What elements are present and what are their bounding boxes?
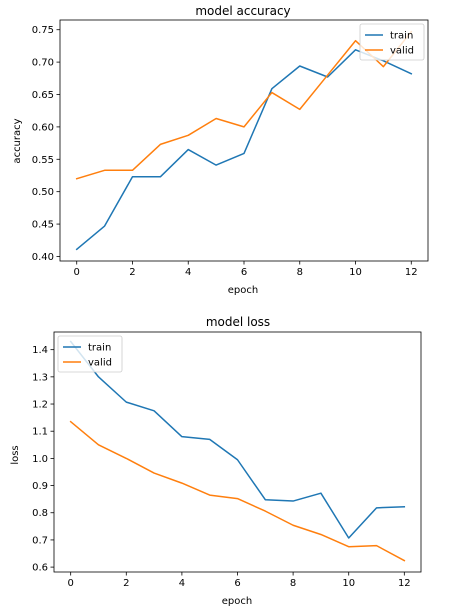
legend-box xyxy=(57,335,123,373)
x-axis-label: epoch xyxy=(228,285,258,296)
x-tick-label: 4 xyxy=(185,267,191,278)
series-line-valid xyxy=(75,30,413,180)
legend-label-train: train xyxy=(88,343,111,354)
series-line-train xyxy=(75,49,413,251)
y-tick-label: 0.6 xyxy=(32,563,48,574)
legend: train valid xyxy=(57,335,123,373)
accuracy-chart: model accuracy epoch accuracy 0 2 4 6 8 10 12 0… xyxy=(12,4,429,296)
x-axis-label: epoch xyxy=(222,596,252,607)
y-tick-label: 0.7 xyxy=(32,535,48,546)
x-tick-label: 12 xyxy=(405,267,418,278)
y-tick-label: 0.45 xyxy=(32,220,54,231)
y-tick-label: 0.75 xyxy=(32,25,54,36)
y-tick-label: 0.55 xyxy=(32,155,54,166)
x-tick-label: 0 xyxy=(74,267,80,278)
x-tick-label: 12 xyxy=(398,578,411,589)
y-tick-label: 1.3 xyxy=(32,372,48,383)
x-tick-label: 8 xyxy=(297,267,303,278)
x-tick-label: 6 xyxy=(234,578,240,589)
series-line-valid xyxy=(69,420,406,562)
y-axis-label: accuracy xyxy=(12,118,23,163)
x-tick-label: 8 xyxy=(290,578,296,589)
legend-label-train: train xyxy=(390,31,413,42)
x-tick-label: 4 xyxy=(179,578,185,589)
chart-title: model accuracy xyxy=(195,4,290,18)
y-tick-label: 1.1 xyxy=(32,427,48,438)
y-axis-label: loss xyxy=(10,445,21,464)
x-tick-label: 0 xyxy=(67,578,73,589)
x-tick-label: 6 xyxy=(241,267,247,278)
x-tick-label: 2 xyxy=(129,267,135,278)
y-tick-label: 0.50 xyxy=(32,187,54,198)
y-tick-label: 0.40 xyxy=(32,252,54,263)
x-tick-label: 10 xyxy=(342,578,355,589)
legend-box xyxy=(359,23,425,61)
y-tick-label: 0.9 xyxy=(32,481,48,492)
chart-title: model loss xyxy=(206,315,270,329)
x-tick-label: 2 xyxy=(123,578,129,589)
legend-label-valid: valid xyxy=(88,358,112,369)
y-tick-label: 0.8 xyxy=(32,508,48,519)
y-tick-label: 0.60 xyxy=(32,122,54,133)
legend: train valid xyxy=(359,23,425,61)
y-tick-label: 0.70 xyxy=(32,58,54,69)
x-tick-label: 10 xyxy=(349,267,362,278)
y-tick-label: 0.65 xyxy=(32,90,54,101)
y-tick-label: 1.2 xyxy=(32,400,48,411)
y-tick-label: 1.0 xyxy=(32,454,48,465)
loss-chart: model loss epoch loss 0 2 4 6 8 10 12 0.6 0.7 0.8… xyxy=(10,315,422,607)
series-line-train xyxy=(69,340,406,539)
y-tick-label: 1.4 xyxy=(32,345,48,356)
legend-label-valid: valid xyxy=(390,46,414,57)
